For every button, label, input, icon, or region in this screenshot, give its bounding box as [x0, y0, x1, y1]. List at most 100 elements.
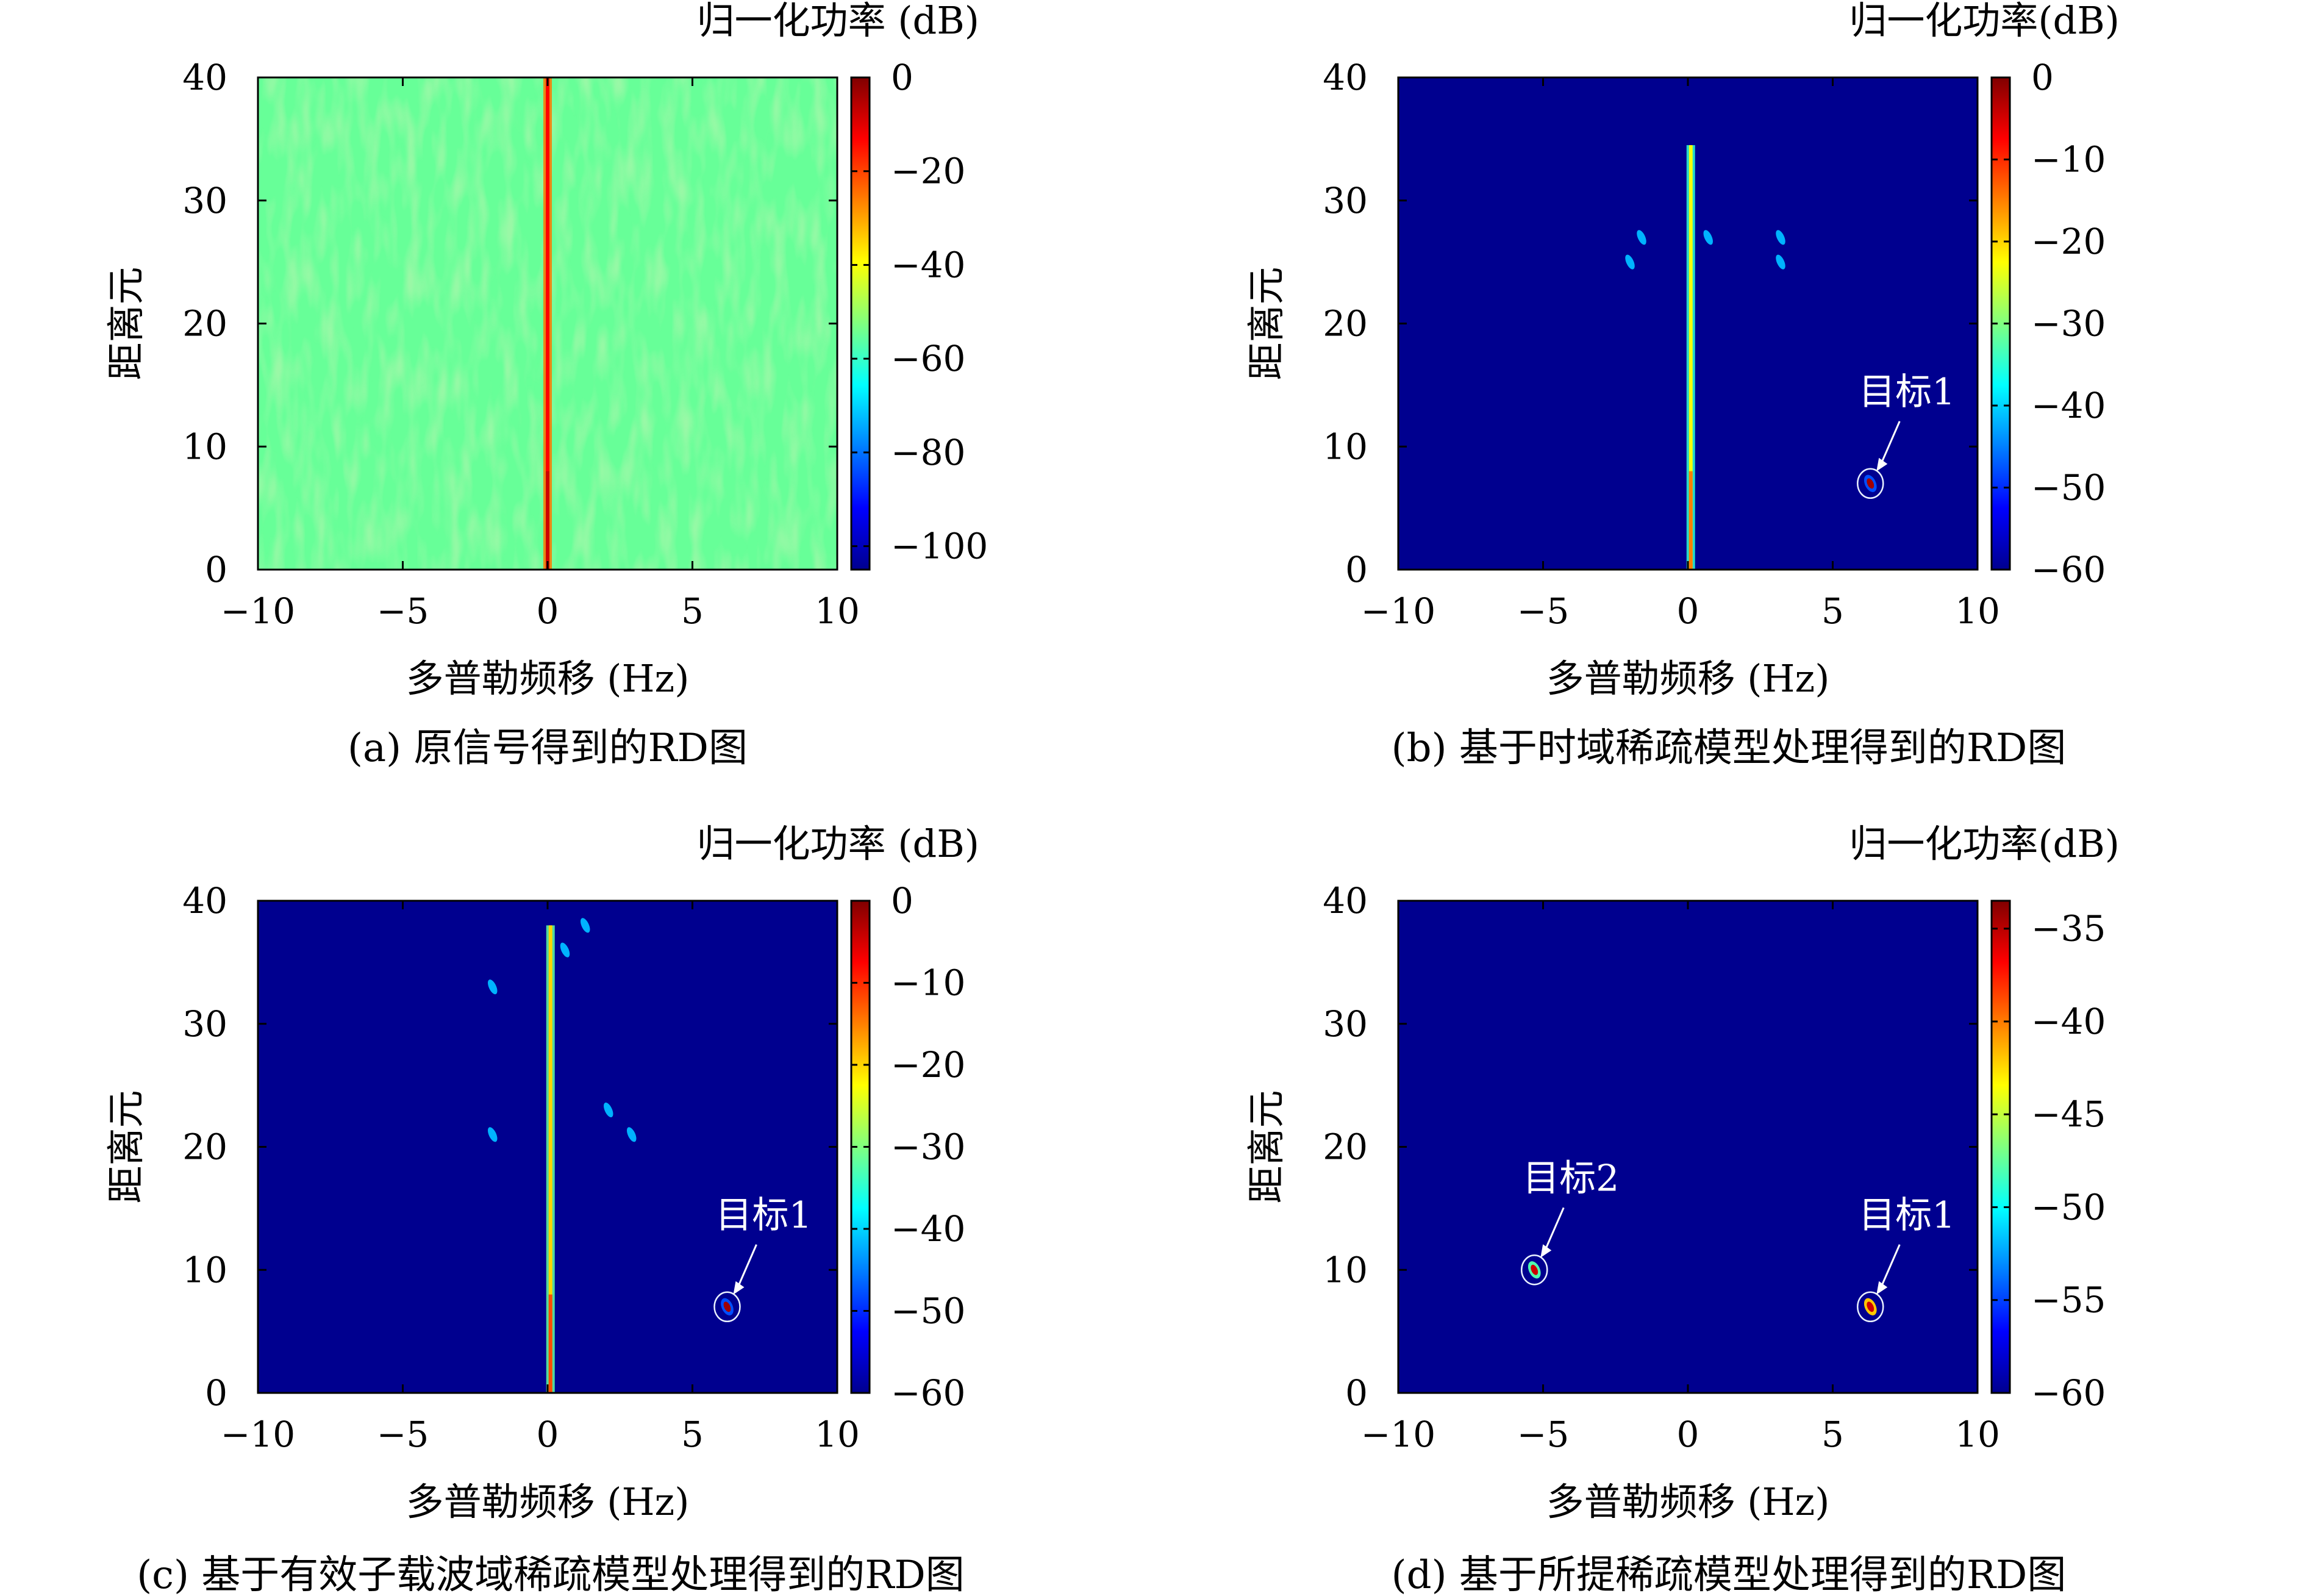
x-tick-label: 5: [681, 590, 704, 632]
y-tick-label: 0: [1345, 1372, 1368, 1414]
colorbar-tick-label: −50: [2031, 1186, 2106, 1228]
spot-3: [1703, 230, 1713, 245]
panel-caption: (d) 基于所提稀疏模型处理得到的RD图: [1392, 1553, 2067, 1596]
y-tick-label: 0: [205, 549, 227, 590]
panel-caption: (b) 基于时域稀疏模型处理得到的RD图: [1392, 726, 2067, 771]
x-tick-label: −5: [377, 1414, 429, 1455]
colorbar-tick-label: −50: [891, 1290, 965, 1332]
panel-caption: (a) 原信号得到的RD图: [348, 726, 748, 771]
vertical-line-strong: [1689, 471, 1693, 570]
spot-6: [627, 1127, 637, 1142]
x-tick-label: 10: [1955, 1414, 2000, 1455]
vertical-line-strong: [548, 1294, 552, 1393]
colorbar-tick-label: 0: [2031, 57, 2054, 98]
colorbar-tick-label: −60: [891, 1372, 965, 1414]
y-tick-label: 10: [1323, 1249, 1368, 1290]
colorbar-tick-label: −35: [2031, 908, 2106, 950]
x-tick-label: 0: [537, 590, 559, 632]
annotation-label-1: 目标1: [1859, 1194, 1955, 1237]
y-tick-label: 30: [1323, 180, 1368, 221]
spot-2: [1637, 230, 1646, 245]
x-tick-label: 10: [1955, 590, 2000, 632]
x-tick-label: 10: [815, 1414, 860, 1455]
y-tick-label: 30: [182, 1003, 227, 1045]
x-axis-label: 多普勒频移 (Hz): [1546, 1480, 1830, 1524]
colorbar-title: 归一化功率(dB): [1849, 0, 2120, 43]
x-tick-label: 0: [1677, 1414, 1699, 1455]
spot-4: [581, 918, 590, 933]
colorbar-frame: [1990, 900, 2011, 1394]
x-tick-label: −10: [1361, 1414, 1435, 1455]
y-axis-label: 距离元: [1244, 1090, 1288, 1203]
target-circle-0: [1521, 1254, 1548, 1286]
colorbar-tick-label: −50: [2031, 467, 2106, 509]
colorbar-title: 归一化功率(dB): [1849, 821, 2120, 866]
x-axis-label: 多普勒频移 (Hz): [1546, 656, 1830, 701]
vertical-line-core: [548, 925, 552, 1393]
spot-3: [560, 942, 570, 957]
x-axis-label: 多普勒频移 (Hz): [406, 656, 690, 701]
x-tick-label: −5: [1517, 590, 1570, 632]
target-core-7: [723, 1301, 731, 1312]
colorbar-tick-label: −30: [891, 1126, 965, 1168]
x-tick-label: 5: [1821, 1414, 1844, 1455]
y-axis-label: 距离元: [1244, 267, 1288, 380]
y-tick-label: 20: [182, 1126, 227, 1168]
colorbar-tick-label: −10: [891, 962, 965, 1004]
heatmap-content: [1521, 1254, 1884, 1323]
x-tick-label: 0: [537, 1414, 559, 1455]
y-tick-label: 40: [1323, 57, 1368, 98]
annotation-label-0: 目标1: [1859, 371, 1955, 413]
annotation-label-0: 目标2: [1523, 1157, 1619, 1200]
colorbar-tick-label: −30: [2031, 303, 2106, 345]
x-tick-label: 5: [1821, 590, 1844, 632]
colorbar-tick-label: −40: [2031, 1001, 2106, 1042]
x-tick-label: −10: [1361, 590, 1435, 632]
colorbar-tick-label: −60: [2031, 1372, 2106, 1414]
y-axis-label: 距离元: [104, 267, 148, 380]
colorbar-gradient: [1992, 901, 2010, 1393]
y-tick-label: 20: [1323, 1126, 1368, 1168]
vertical-line-strong: [546, 471, 549, 570]
y-tick-label: 20: [1323, 303, 1368, 345]
colorbar-tick-label: −60: [891, 338, 965, 379]
spot-4: [1776, 230, 1785, 245]
colorbar-title: 归一化功率 (dB): [697, 821, 979, 866]
spot-5: [1776, 254, 1785, 270]
x-tick-label: 10: [815, 590, 860, 632]
target-circle-7: [713, 1291, 741, 1323]
spot-1: [488, 979, 498, 995]
colorbar-tick-label: −10: [2031, 139, 2106, 181]
y-tick-label: 40: [182, 880, 227, 921]
vertical-line-core: [1689, 145, 1693, 570]
target-core-6: [1867, 478, 1874, 489]
colorbar-tick-label: −20: [891, 1044, 965, 1086]
annotation-arrowhead-0: [1876, 457, 1888, 471]
spot-5: [604, 1102, 613, 1118]
colorbar-tick-label: −100: [891, 526, 988, 567]
y-tick-label: 10: [1323, 426, 1368, 467]
colorbar-tick-label: −45: [2031, 1093, 2106, 1135]
colorbar-tick-label: −20: [2031, 221, 2106, 262]
colorbar-tick-label: −40: [2031, 385, 2106, 426]
colorbar-tick-label: 0: [891, 57, 913, 98]
colorbar-gradient: [851, 77, 870, 570]
y-axis-label: 距离元: [104, 1090, 148, 1203]
y-tick-label: 0: [1345, 549, 1368, 590]
target-core-1: [1867, 1301, 1874, 1312]
annotation-arrowhead-0: [733, 1281, 745, 1295]
y-tick-label: 40: [1323, 880, 1368, 921]
annotation-arrowhead-0: [1540, 1244, 1552, 1258]
x-tick-label: 0: [1677, 590, 1699, 632]
colorbar-tick-label: −20: [891, 151, 965, 192]
panel-caption: (c) 基于有效子载波域稀疏模型处理得到的RD图: [137, 1553, 965, 1596]
target-core-0: [1531, 1264, 1538, 1275]
vertical-line-core: [546, 77, 549, 570]
colorbar-frame: [850, 76, 871, 571]
y-tick-label: 30: [182, 180, 227, 221]
heatmap-background: [1398, 901, 1978, 1393]
colorbar-title: 归一化功率 (dB): [697, 0, 979, 43]
panel-a: −10 −5 0 5 10 0 10 20 30 40 多普勒频移 (Hz) 距离元 (a) 原信号得到…: [104, 0, 988, 771]
